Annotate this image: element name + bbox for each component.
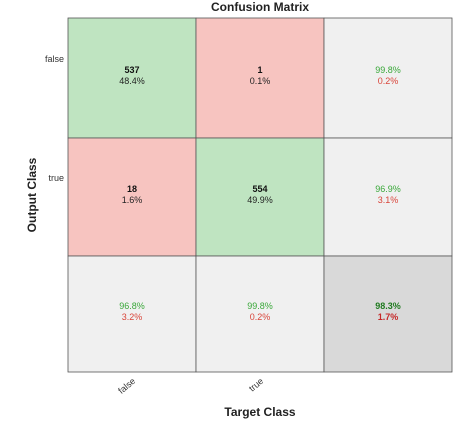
cell-percent: 49.9%	[247, 195, 273, 205]
row-summary-correct: 99.8%	[375, 65, 401, 75]
cell-count: 554	[252, 184, 267, 194]
col-summary-cell	[195, 255, 325, 373]
cell-count: 1	[257, 65, 262, 75]
row-summary-error: 3.1%	[378, 195, 399, 205]
cell-percent: 0.1%	[250, 76, 271, 86]
col-summary-correct: 99.8%	[247, 301, 273, 311]
col-summary-correct: 96.8%	[119, 301, 145, 311]
y-axis-label: Output Class	[25, 157, 39, 232]
total-correct: 98.3%	[375, 301, 401, 311]
col-summary-error: 3.2%	[122, 312, 143, 322]
total-error: 1.7%	[378, 312, 399, 322]
col-summary-error: 0.2%	[250, 312, 271, 322]
y-tick-label: true	[48, 173, 64, 183]
x-tick-label: true	[247, 376, 265, 394]
chart-title: Confusion Matrix	[211, 0, 309, 14]
cell-count: 537	[124, 65, 139, 75]
row-summary-error: 0.2%	[378, 76, 399, 86]
row-summary-cell	[323, 17, 453, 139]
cell-count: 18	[127, 184, 137, 194]
matrix-cell	[67, 137, 197, 257]
matrix-cell	[195, 17, 325, 139]
x-tick-label: false	[116, 376, 137, 396]
y-tick-label: false	[45, 54, 64, 64]
cell-percent: 48.4%	[119, 76, 145, 86]
total-cell	[323, 255, 453, 373]
matrix-cell	[67, 17, 197, 139]
matrix-cell	[195, 137, 325, 257]
x-axis-label: Target Class	[224, 405, 295, 419]
row-summary-cell	[323, 137, 453, 257]
col-summary-cell	[67, 255, 197, 373]
cell-percent: 1.6%	[122, 195, 143, 205]
row-summary-correct: 96.9%	[375, 184, 401, 194]
